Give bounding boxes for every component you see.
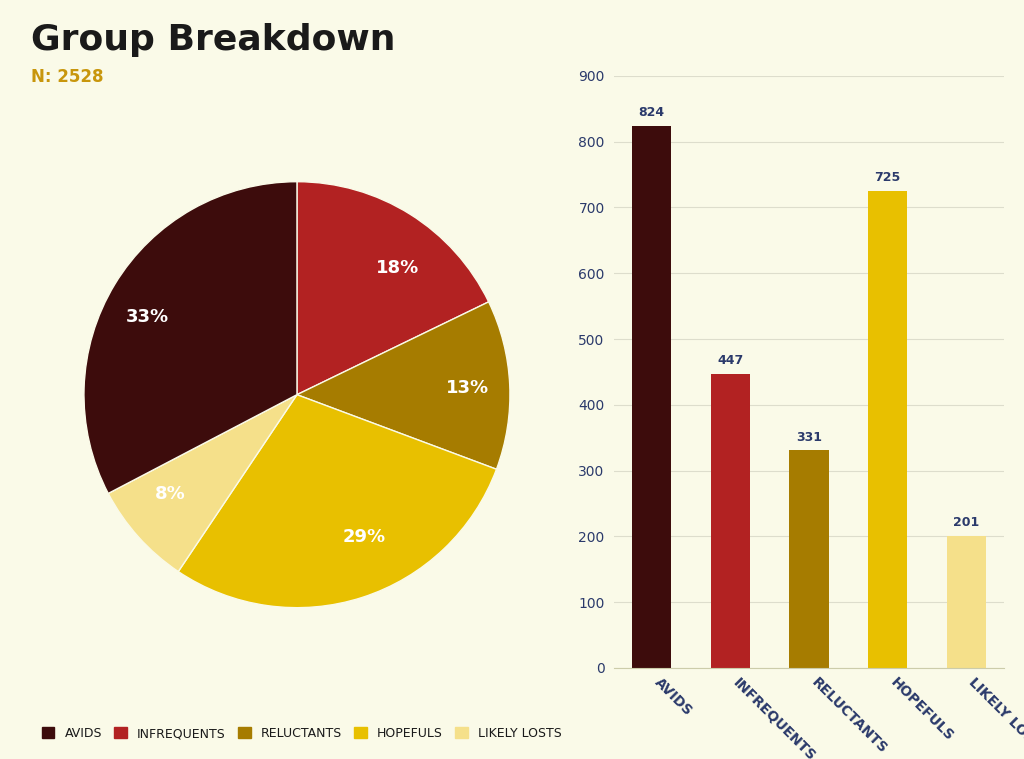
Wedge shape [297,181,488,395]
Text: 8%: 8% [156,485,186,503]
Wedge shape [84,181,297,493]
Bar [946,536,986,668]
Text: 201: 201 [953,516,979,529]
Bar [868,191,907,668]
Text: 29%: 29% [343,528,386,546]
Text: 725: 725 [874,172,901,184]
Wedge shape [297,302,510,469]
Legend: AVIDS, INFREQUENTS, RELUCTANTS, HOPEFULS, LIKELY LOSTS: AVIDS, INFREQUENTS, RELUCTANTS, HOPEFULS… [37,722,566,745]
Bar [632,126,672,668]
Bar [790,450,828,668]
Text: 13%: 13% [445,379,489,397]
Text: 824: 824 [639,106,665,119]
Text: 33%: 33% [126,308,169,326]
Text: N: 2528: N: 2528 [31,68,103,87]
Text: 331: 331 [796,430,822,443]
Wedge shape [109,395,297,572]
Bar [711,374,750,668]
Text: 447: 447 [717,354,743,367]
Wedge shape [178,395,497,608]
Text: Group Breakdown: Group Breakdown [31,23,395,57]
Text: 18%: 18% [376,260,420,277]
